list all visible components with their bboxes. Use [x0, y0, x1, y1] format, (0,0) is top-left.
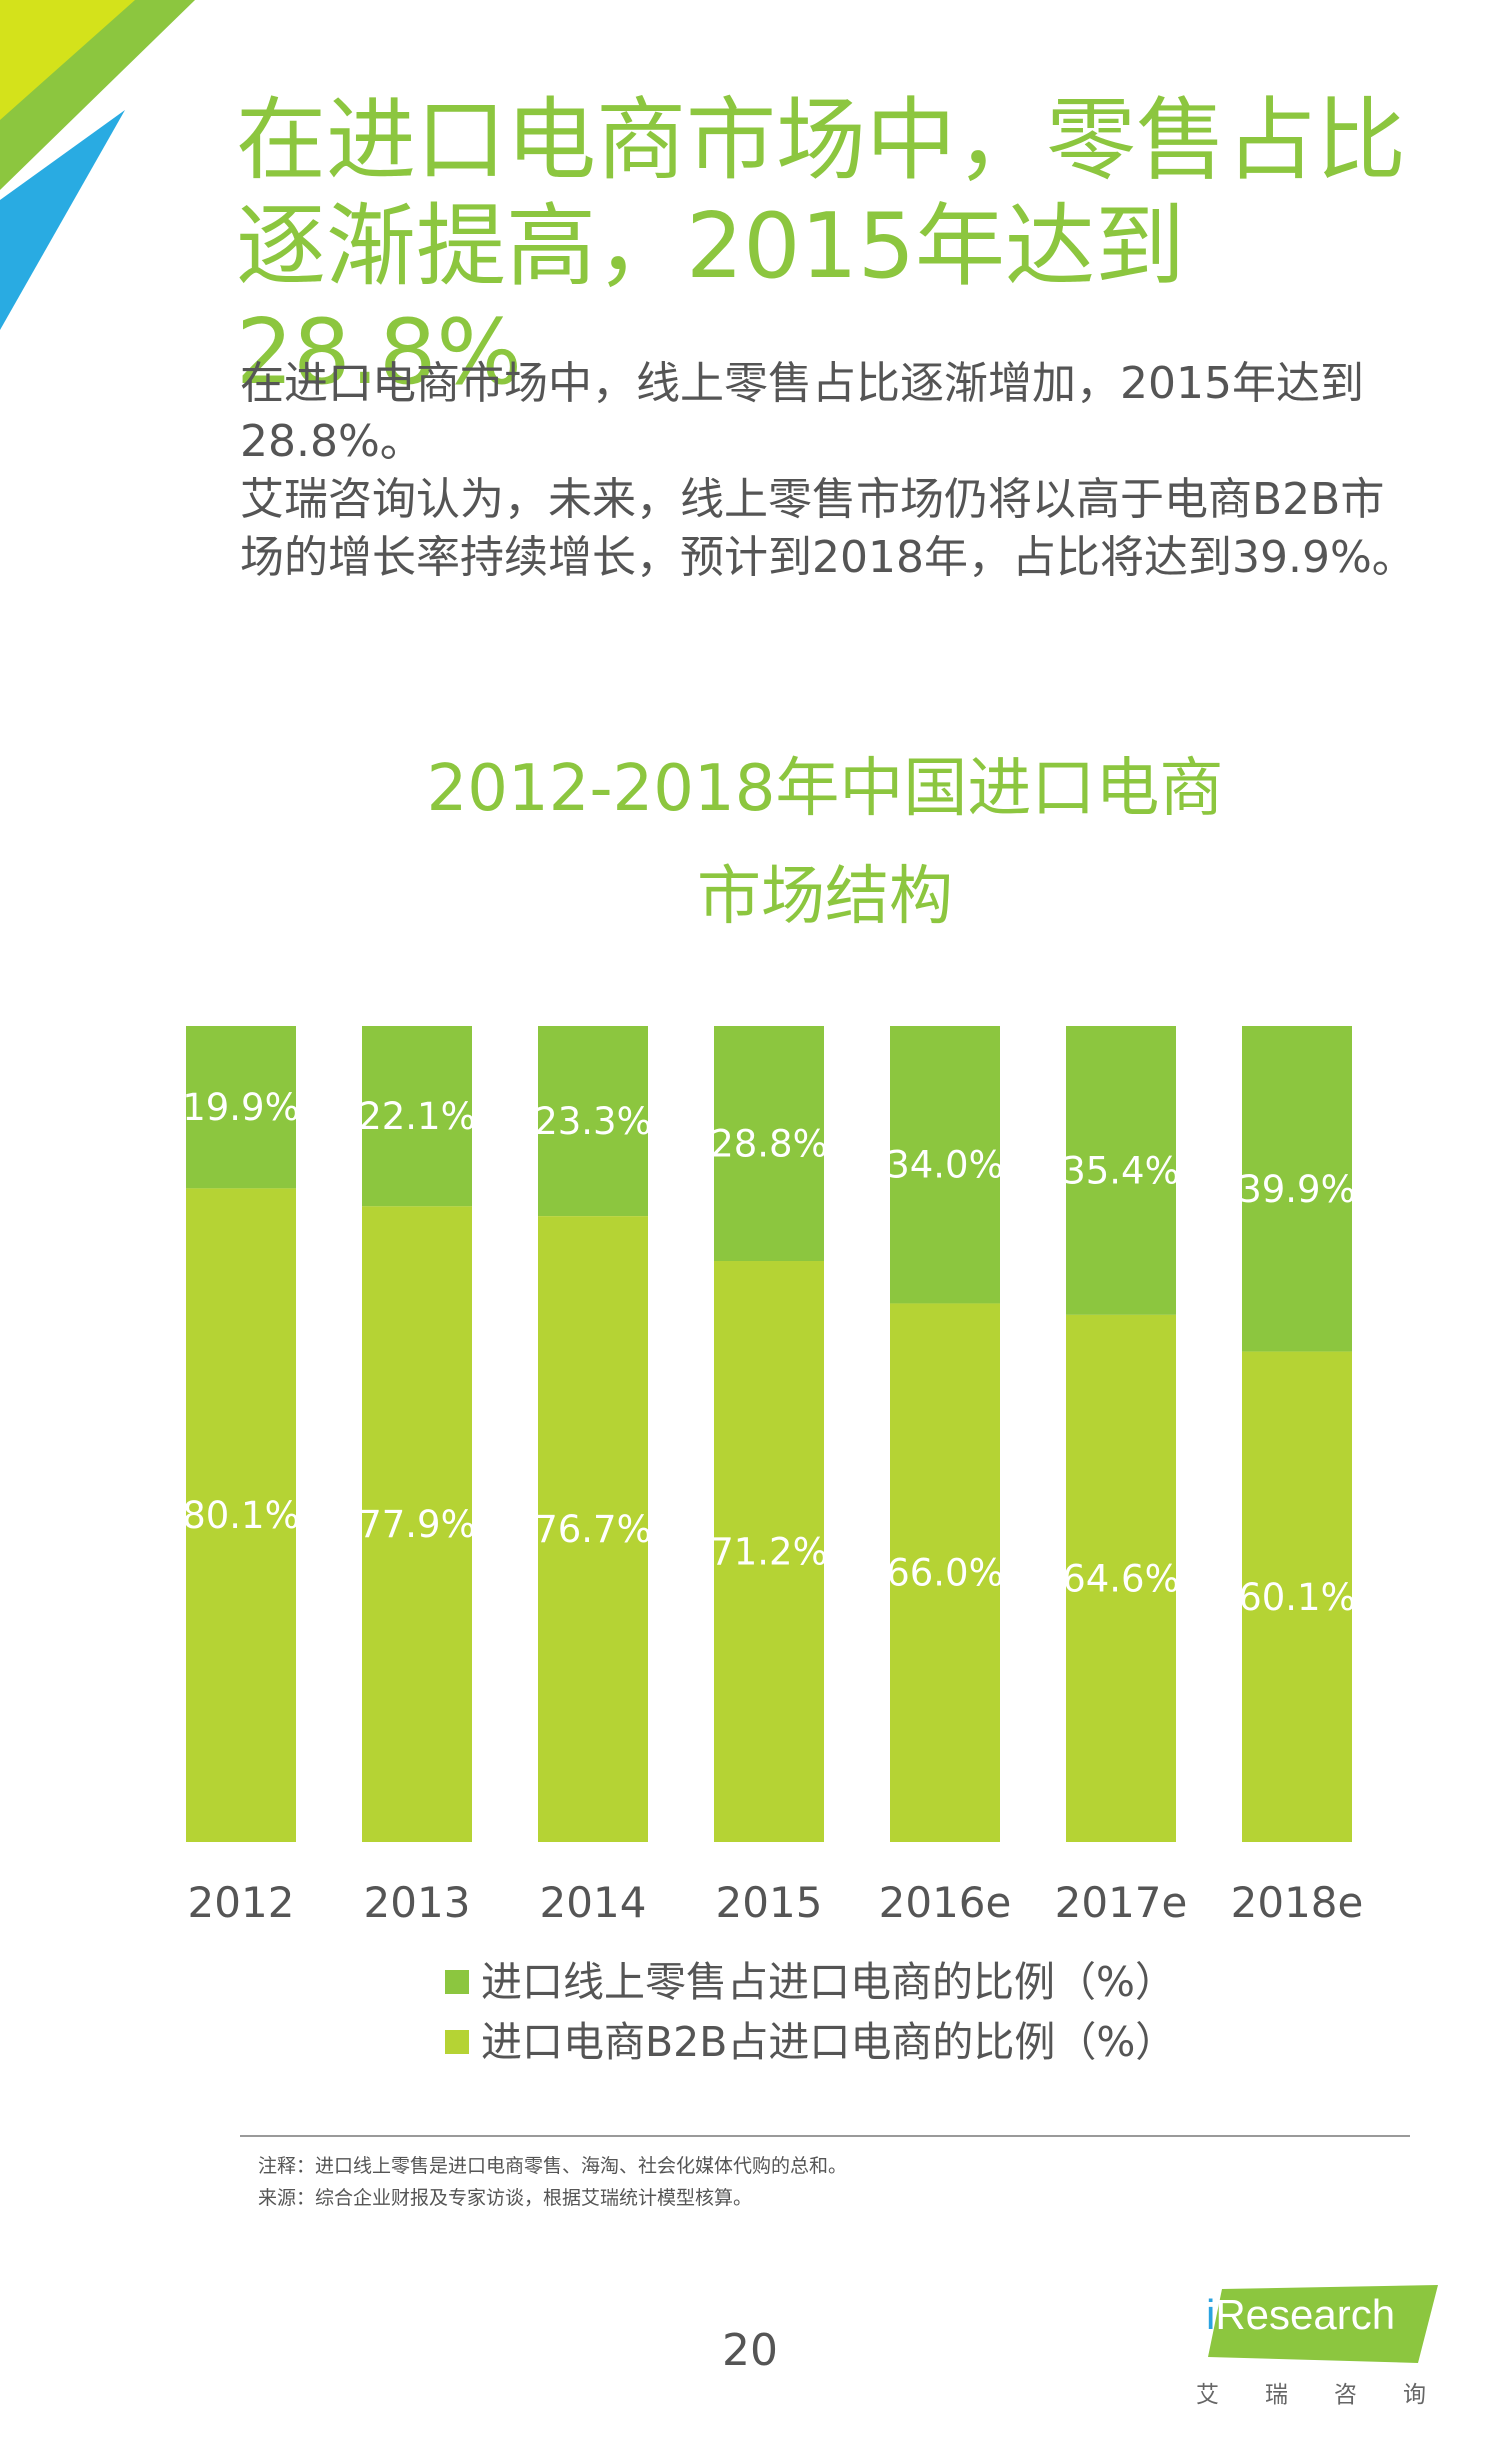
legend-label-retail: 进口线上零售占进口电商的比例（%） — [481, 1958, 1176, 2006]
logo-wordmark-rest: Research — [1215, 2291, 1396, 2338]
logo-subtitle-char-1: 艾 — [1196, 2382, 1219, 2408]
chart-title-line-1: 2012-2018年中国进口电商 — [426, 752, 1224, 826]
logo-subtitle-char-3: 咨 — [1334, 2382, 1357, 2408]
bar-b2b-2012 — [186, 1188, 296, 1842]
x-tick-2016e: 2016e — [879, 1878, 1012, 1927]
footnote-note: 注释：进口线上零售是进口电商零售、海淘、社会化媒体代购的总和。 — [258, 2155, 848, 2177]
corner-blue-shape — [0, 110, 125, 330]
page-headline: 在进口电商市场中，零售占比 逐渐提高，2015年达到28.8% — [236, 88, 1416, 406]
legend-label-b2b: 进口电商B2B占进口电商的比例（%） — [481, 2018, 1177, 2066]
bar-retail-2014 — [538, 1026, 648, 1217]
page-number: 20 — [722, 2325, 778, 2376]
label-b2b-2018e: 60.1% — [1238, 1576, 1356, 1619]
logo-subtitle-char-2: 瑞 — [1265, 2382, 1288, 2408]
bar-b2b-2017e — [1066, 1314, 1176, 1842]
label-b2b-2013: 77.9% — [358, 1503, 476, 1546]
footnotes: 注释：进口线上零售是进口电商零售、海淘、社会化媒体代购的总和。 来源：综合企业财… — [258, 2150, 847, 2214]
logo-subtitle: 艾 瑞 咨 询 — [1196, 2375, 1426, 2409]
stacked-bar-chart: 19.9% 80.1% 2012 22.1% 77.9% 2013 23.3% 76.7% 20… — [182, 1026, 1364, 1927]
logo-wordmark: iResearch — [1206, 2291, 1395, 2339]
footnote-divider — [240, 2135, 1410, 2137]
legend-item-b2b: 进口电商B2B占进口电商的比例（%） — [445, 2012, 1176, 2072]
bar-retail-2015 — [714, 1026, 824, 1262]
label-retail-2014: 23.3% — [534, 1100, 652, 1143]
iresearch-logo: iResearch 艾 瑞 咨 询 — [1190, 2285, 1440, 2415]
bar-b2b-2014 — [538, 1216, 648, 1842]
x-tick-2017e: 2017e — [1055, 1878, 1188, 1927]
label-b2b-2016e: 66.0% — [886, 1552, 1004, 1595]
logo-subtitle-char-4: 询 — [1403, 2382, 1426, 2408]
bar-retail-2012 — [186, 1026, 296, 1189]
bar-retail-2013 — [362, 1026, 472, 1207]
intro-text: 在进口电商市场中，线上零售占比逐渐增加，2015年达到28.8%。 艾瑞咨询认为… — [240, 355, 1420, 587]
chart-title: 2012-2018年中国进口电商 市场结构 — [250, 735, 1400, 951]
intro-paragraph-2: 艾瑞咨询认为，未来，线上零售市场仍将以高于电商B2B市场的增长率持续增长，预计到… — [240, 474, 1416, 583]
label-retail-2018e: 39.9% — [1238, 1168, 1356, 1211]
chart-title-line-2: 市场结构 — [697, 860, 953, 934]
logo-band — [1208, 2285, 1438, 2363]
logo-band-shape — [1208, 2285, 1438, 2363]
bar-b2b-2016e — [890, 1303, 1000, 1842]
bar-b2b-2018e — [1242, 1351, 1352, 1842]
x-tick-2013: 2013 — [364, 1878, 471, 1927]
x-tick-2014: 2014 — [540, 1878, 647, 1927]
corner-yellow-shape — [0, 0, 135, 120]
footnote-source: 来源：综合企业财报及专家访谈，根据艾瑞统计模型核算。 — [258, 2187, 753, 2209]
logo-wordmark-i: i — [1206, 2291, 1216, 2338]
corner-decoration — [0, 0, 195, 330]
x-tick-2018e: 2018e — [1231, 1878, 1364, 1927]
label-retail-2015: 28.8% — [710, 1123, 828, 1166]
label-retail-2013: 22.1% — [358, 1095, 476, 1138]
chart-legend: 进口线上零售占进口电商的比例（%） 进口电商B2B占进口电商的比例（%） — [445, 1952, 1176, 2072]
label-retail-2012: 19.9% — [182, 1086, 300, 1129]
bar-retail-2018e — [1242, 1026, 1352, 1352]
x-tick-2015: 2015 — [716, 1878, 823, 1927]
bar-retail-2017e — [1066, 1026, 1176, 1315]
label-retail-2016e: 34.0% — [886, 1144, 1004, 1187]
headline-line-1: 在进口电商市场中，零售占比 — [236, 88, 1406, 193]
label-retail-2017e: 35.4% — [1062, 1149, 1180, 1192]
label-b2b-2017e: 64.6% — [1062, 1557, 1180, 1600]
x-tick-2012: 2012 — [188, 1878, 295, 1927]
label-b2b-2015: 71.2% — [710, 1531, 828, 1574]
label-b2b-2014: 76.7% — [534, 1508, 652, 1551]
bar-b2b-2015 — [714, 1261, 824, 1842]
intro-paragraph-1: 在进口电商市场中，线上零售占比逐渐增加，2015年达到28.8%。 — [240, 358, 1364, 467]
bar-retail-2016e — [890, 1026, 1000, 1304]
legend-item-retail: 进口线上零售占进口电商的比例（%） — [445, 1952, 1176, 2012]
bar-b2b-2013 — [362, 1206, 472, 1842]
legend-swatch-b2b — [445, 2030, 469, 2054]
headline-line-2: 逐渐提高，2015年达到28.8% — [236, 194, 1186, 405]
label-b2b-2012: 80.1% — [182, 1494, 300, 1537]
legend-swatch-retail — [445, 1970, 469, 1994]
